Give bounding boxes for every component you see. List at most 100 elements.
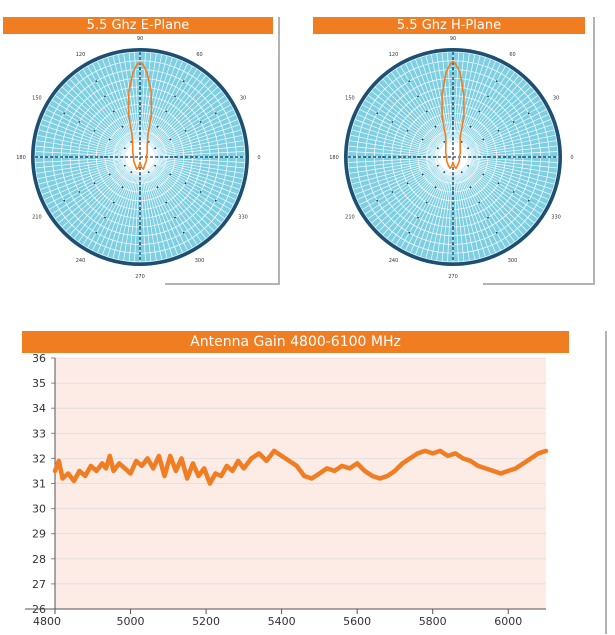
polar-marker [214, 199, 217, 202]
polar-spoke [139, 156, 184, 254]
polar-marker [95, 80, 98, 83]
polar-spoke [58, 90, 141, 158]
polar-spoke [35, 145, 141, 158]
polar-spoke [73, 156, 141, 239]
polar-spoke [139, 94, 226, 158]
polar-spoke [46, 109, 141, 158]
polar-marker [156, 156, 159, 158]
polar-spoke [452, 156, 558, 169]
polar-spoke [134, 156, 141, 262]
polar-marker [421, 138, 424, 141]
polar-spoke [452, 156, 558, 163]
polar-spoke [41, 156, 141, 195]
polar-spoke [452, 156, 497, 254]
polar-angle-label: 270 [448, 274, 458, 280]
polar-spoke [441, 52, 454, 158]
polar-spoke [123, 156, 141, 261]
polar-spoke [354, 156, 454, 195]
polar-angle-label: 210 [345, 215, 355, 221]
polar-spoke [69, 156, 141, 236]
polar-spoke [452, 99, 542, 158]
polar-spoke [348, 156, 454, 169]
polar-spoke [92, 156, 141, 251]
polar-angle-label: 210 [32, 215, 42, 221]
polar-marker [487, 156, 489, 158]
polar-spoke [128, 156, 141, 262]
polar-spoke [356, 156, 454, 201]
polar-marker [452, 173, 454, 176]
polar-spoke [436, 53, 454, 158]
polar-spoke [123, 53, 141, 158]
polar-spoke [447, 52, 454, 158]
polar-spoke [351, 156, 454, 185]
polar-spoke [415, 156, 454, 256]
polar-marker [63, 199, 66, 202]
polar-marker [214, 112, 217, 115]
polar-marker [482, 173, 485, 176]
polar-marker [182, 231, 185, 234]
gain-y-tick-label: 36 [32, 352, 46, 365]
polar-marker [399, 156, 402, 158]
polar-marker [121, 156, 124, 158]
polar-spoke [371, 156, 454, 224]
polar-spoke [134, 52, 141, 158]
polar-marker [527, 199, 530, 202]
polar-spoke [139, 53, 157, 158]
polar-marker [154, 147, 157, 150]
polar-spoke [386, 75, 454, 158]
polar-spoke [395, 68, 454, 158]
polar-spoke [139, 55, 168, 158]
polar-spoke [54, 156, 141, 220]
polar-spoke [452, 109, 547, 158]
polar-marker [165, 110, 168, 113]
polar-marker [139, 173, 141, 176]
polar-marker [408, 231, 411, 234]
polar-marker [467, 147, 470, 150]
polar-spoke [139, 75, 207, 158]
polar-spoke [452, 156, 556, 180]
gain-series-line [52, 448, 549, 486]
polar-angle-label: 150 [345, 96, 355, 102]
polar-spoke [441, 156, 454, 262]
polar-spoke [425, 55, 454, 158]
polar-spoke [35, 156, 141, 169]
polar-marker [147, 171, 150, 174]
polar-spoke [139, 86, 219, 158]
polar-marker [108, 173, 111, 176]
polar-marker [63, 112, 66, 115]
polar-marker [112, 110, 115, 113]
polar-spoke [139, 119, 239, 158]
polar-spoke [452, 156, 557, 174]
polar-marker [434, 125, 437, 128]
polar-spoke [364, 156, 454, 215]
polar-spoke [139, 58, 178, 158]
polar-spoke [82, 68, 141, 158]
polar-spoke [139, 124, 240, 158]
polar-spoke [452, 156, 550, 201]
polar-spoke [35, 151, 141, 158]
polar-spoke [452, 156, 465, 262]
polar-spoke [452, 140, 557, 158]
polar-spoke [139, 156, 178, 256]
polar-marker [121, 186, 124, 189]
h-plane-panel: 5.5 Ghz H-Plane 90 60 30 0 330 300 270 240 210 18… [313, 17, 595, 285]
polar-marker [443, 140, 446, 143]
polar-marker [139, 103, 141, 106]
polar-spoke [139, 71, 203, 158]
polar-marker [139, 121, 141, 123]
polar-spoke [452, 57, 486, 158]
polar-spoke [37, 156, 141, 180]
polar-spoke [139, 156, 245, 163]
polar-spoke [128, 52, 141, 158]
polar-angle-label: 0 [257, 155, 260, 161]
polar-spoke [139, 156, 242, 185]
polar-marker [495, 80, 498, 83]
polar-marker [209, 156, 211, 158]
polar-marker [184, 129, 187, 132]
polar-spoke [447, 156, 454, 262]
polar-angle-label: 30 [240, 96, 246, 102]
polar-spoke [112, 55, 141, 158]
polar-spoke [420, 57, 454, 158]
polar-marker [139, 208, 141, 211]
polar-spoke [378, 82, 454, 158]
